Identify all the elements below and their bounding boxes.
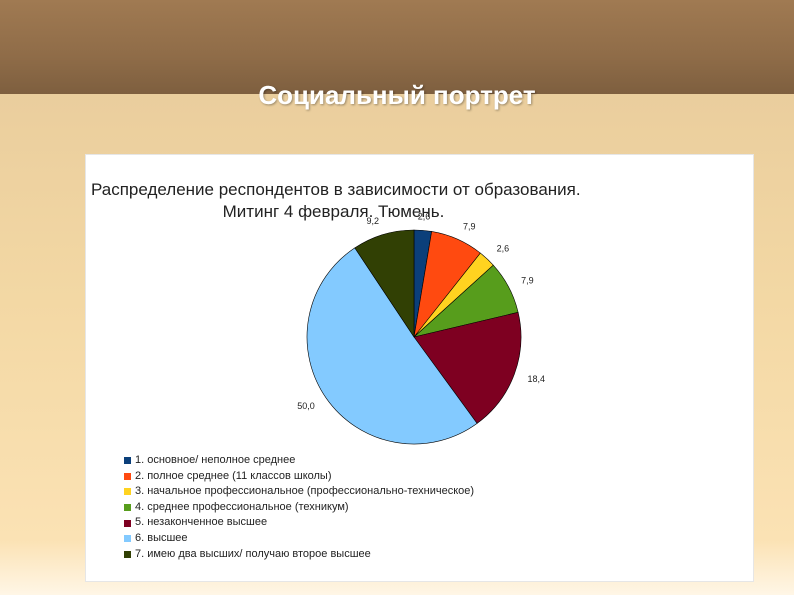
- legend-label: 7. имею два высших/ получаю второе высше…: [135, 547, 371, 560]
- chart-title-line2: Митинг 4 февраля. Тюмень.: [222, 202, 445, 221]
- pie-slice-5: [413, 311, 522, 424]
- chart-legend: 1. основное/ неполное среднее 2. полное с…: [124, 453, 474, 562]
- chart-title: Распределение респондентов в зависимости…: [86, 179, 753, 223]
- legend-swatch: [124, 550, 131, 558]
- legend-item-7: 7. имею два высших/ получаю второе высше…: [124, 547, 474, 563]
- legend-item-3: 3. начальное профессиональное (профессио…: [124, 484, 474, 500]
- legend-label: 5. незаконченное высшее: [135, 516, 268, 529]
- legend-item-5: 5. незаконченное высшее: [124, 515, 474, 531]
- slide-title: Социальный портрет: [258, 80, 536, 110]
- pie-label-5: 18,4: [528, 374, 546, 384]
- legend-item-6: 6. высшее: [124, 531, 474, 547]
- pie-label-6: 50,0: [297, 401, 315, 411]
- legend-item-2: 2. полное среднее (11 классов школы): [124, 469, 474, 485]
- pie-label-4: 7,9: [521, 276, 534, 286]
- legend-swatch: [124, 535, 131, 543]
- chart-title-line1: Распределение респондентов в зависимости…: [91, 180, 581, 199]
- legend-swatch: [124, 519, 131, 527]
- pie-slice-7: [354, 229, 415, 338]
- legend-label: 2. полное среднее (11 классов школы): [135, 469, 332, 482]
- legend-swatch: [124, 472, 131, 480]
- legend-swatch: [124, 504, 131, 512]
- legend-item-1: 1. основное/ неполное среднее: [124, 453, 474, 469]
- legend-swatch: [124, 488, 131, 496]
- pie-slice-6: [306, 247, 478, 445]
- chart-panel: Распределение респондентов в зависимости…: [85, 154, 754, 582]
- legend-label: 1. основное/ неполное среднее: [135, 454, 296, 466]
- pie-label-7: 9,2: [367, 216, 380, 226]
- header-band: [0, 0, 794, 94]
- legend-label: 3. начальное профессиональное (профессио…: [135, 485, 475, 498]
- pie-label-3: 2,6: [497, 244, 510, 254]
- legend-label: 6. высшее: [135, 531, 188, 544]
- legend-swatch: [124, 457, 131, 465]
- legend-item-4: 4. среднее профессиональное (техникум): [124, 500, 474, 516]
- pie-chart: 2,6 7,9 2,6 7,9 18,4 50,0 9,2: [297, 211, 546, 445]
- legend-label: 4. среднее профессиональное (техникум): [135, 500, 349, 513]
- pie-label-1: 2,6: [418, 211, 431, 221]
- pie-label-2: 7,9: [463, 221, 476, 231]
